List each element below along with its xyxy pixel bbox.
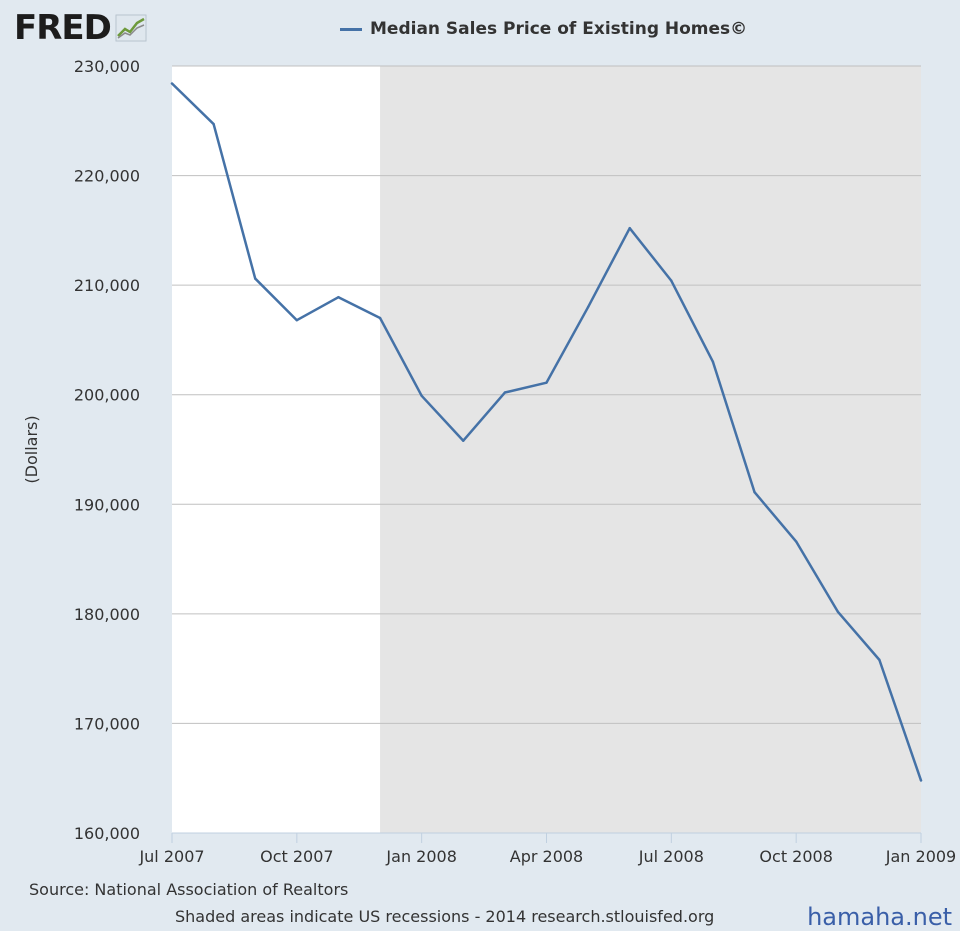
fred-logo: FRED — [14, 8, 147, 48]
x-tick-label: Jan 2009 — [885, 847, 956, 866]
chart-title: Median Sales Price of Existing Homes© — [370, 19, 748, 39]
data-point — [378, 316, 382, 320]
watermark-text: hamaha.net — [807, 903, 952, 931]
data-point — [462, 439, 465, 442]
x-tick-label: Oct 2007 — [260, 847, 333, 866]
recession-note: Shaded areas indicate US recessions - 20… — [175, 907, 715, 926]
y-tick-label: 170,000 — [74, 714, 140, 733]
source-text: Source: National Association of Realtors — [29, 880, 349, 899]
data-point — [878, 658, 881, 662]
line-chart: 230,000 220,000 210,000 200,000 190,000 180,0… — [22, 57, 956, 866]
x-tick-label: Jul 2007 — [138, 847, 204, 866]
x-tick-label: Jan 2008 — [385, 847, 456, 866]
fred-logo-text: FRED — [14, 8, 112, 48]
y-tick-label: 160,000 — [74, 824, 140, 843]
data-point — [670, 279, 673, 282]
data-point — [420, 394, 423, 398]
data-point — [503, 391, 507, 394]
data-point — [753, 491, 756, 494]
data-point — [170, 82, 174, 85]
x-tick-label: Jul 2008 — [638, 847, 704, 866]
y-tick-label: 190,000 — [74, 495, 140, 514]
chart-legend: Median Sales Price of Existing Homes© — [340, 18, 747, 40]
x-tick-label: Apr 2008 — [510, 847, 583, 866]
y-tick-label: 180,000 — [74, 605, 140, 624]
data-point — [254, 277, 257, 280]
data-point — [919, 779, 923, 782]
chart-trend-icon — [115, 14, 147, 42]
x-tick-label: Oct 2008 — [759, 847, 832, 866]
y-axis-label: (Dollars) — [22, 415, 41, 483]
data-point — [586, 305, 590, 309]
data-point — [836, 610, 839, 613]
data-point — [295, 319, 299, 322]
y-tick-label: 220,000 — [74, 167, 140, 186]
data-point — [545, 381, 548, 384]
data-point — [337, 295, 340, 299]
data-point — [794, 540, 798, 543]
data-point — [628, 226, 631, 230]
recession-shading — [380, 66, 921, 833]
data-point — [711, 360, 715, 364]
data-point — [212, 122, 215, 126]
legend-swatch — [340, 27, 362, 31]
y-tick-label: 230,000 — [74, 57, 140, 76]
y-tick-label: 210,000 — [74, 276, 140, 295]
y-tick-label: 200,000 — [74, 386, 140, 405]
